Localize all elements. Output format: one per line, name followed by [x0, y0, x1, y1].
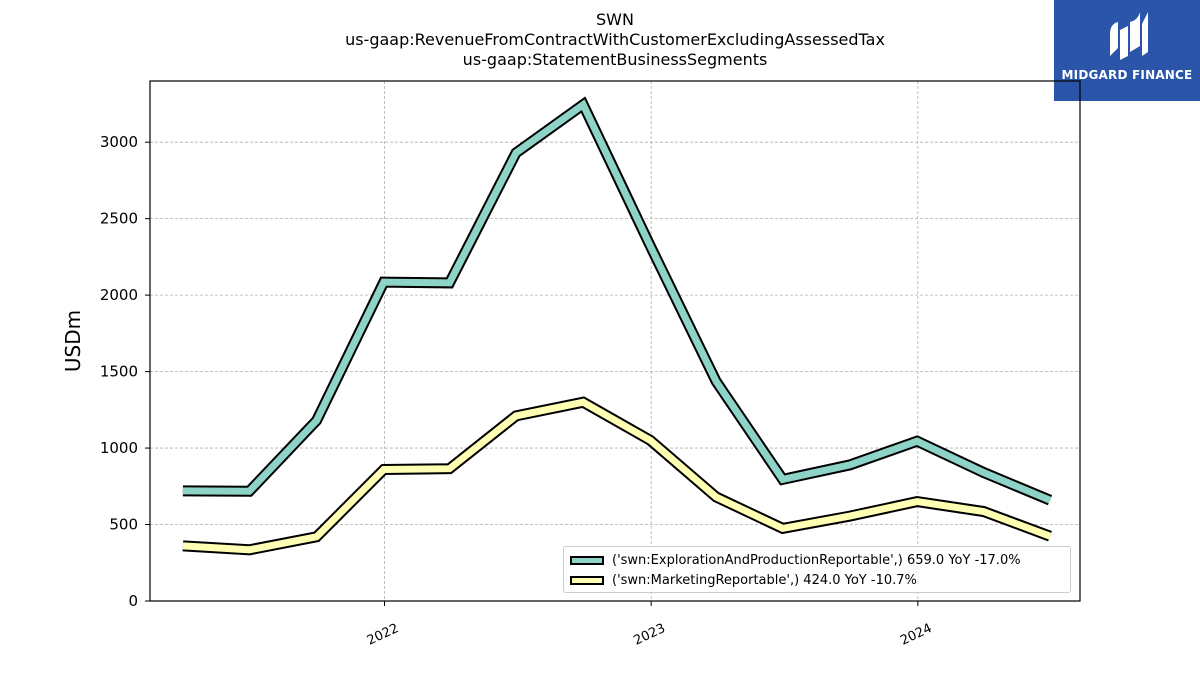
data-point-1	[916, 501, 918, 503]
data-point-1	[316, 536, 318, 538]
data-point-1	[782, 527, 784, 529]
data-point-1	[983, 511, 985, 513]
data-point-1	[248, 549, 250, 551]
legend-item-marketing: ('swn:MarketingReportable',) 424.0 YoY -…	[570, 571, 917, 589]
logo-mark-icon	[1110, 12, 1148, 60]
data-point-1	[383, 468, 385, 470]
plot-frame	[149, 80, 1081, 602]
data-point-0	[849, 464, 851, 466]
data-point-1	[849, 515, 851, 517]
legend-item-exploration: ('swn:ExplorationAndProductionReportable…	[570, 551, 1021, 569]
data-point-1	[649, 439, 651, 441]
data-point-0	[715, 381, 717, 383]
series-line-1	[182, 398, 1052, 554]
y-tick-label: 3000	[100, 133, 138, 151]
data-point-1	[1049, 535, 1051, 537]
y-tick-label: 2000	[100, 286, 138, 304]
y-tick-label: 1500	[100, 363, 138, 381]
legend: ('swn:ExplorationAndProductionReportable…	[563, 546, 1071, 593]
logo-text: MIDGARD FINANCE	[1061, 68, 1193, 82]
data-point-0	[1049, 499, 1051, 501]
data-point-0	[916, 440, 918, 442]
title-line-2: us-gaap:RevenueFromContractWithCustomerE…	[345, 30, 885, 49]
legend-swatch-marketing	[570, 575, 604, 585]
legend-label-exploration: ('swn:ExplorationAndProductionReportable…	[612, 552, 1021, 568]
y-tick-label: 0	[128, 592, 138, 610]
data-point-0	[582, 104, 584, 106]
data-point-0	[782, 478, 784, 480]
data-point-0	[649, 245, 651, 247]
title-line-3: us-gaap:StatementBusinessSegments	[462, 50, 768, 69]
legend-label-marketing: ('swn:MarketingReportable',) 424.0 YoY -…	[612, 572, 917, 588]
data-point-1	[582, 401, 584, 403]
data-point-1	[182, 545, 184, 547]
data-point-1	[449, 468, 451, 470]
y-tick-label: 2500	[100, 210, 138, 228]
data-point-0	[316, 420, 318, 422]
data-point-0	[383, 281, 385, 283]
legend-swatch-exploration	[570, 555, 604, 565]
y-tick-label: 500	[109, 516, 138, 534]
series-line-0	[182, 99, 1052, 504]
y-axis-label: USDm	[61, 310, 85, 372]
series-layer	[182, 96, 1053, 556]
data-point-1	[515, 415, 517, 417]
chart-title: SWN us-gaap:RevenueFromContractWithCusto…	[150, 10, 1080, 70]
x-tick-label: 2024	[898, 621, 934, 649]
data-point-1	[715, 496, 717, 498]
y-tick-label: 1000	[100, 439, 138, 457]
data-point-0	[515, 152, 517, 154]
data-point-0	[983, 472, 985, 474]
x-tick-label: 2023	[632, 621, 668, 649]
data-point-0	[449, 282, 451, 284]
data-point-0	[182, 490, 184, 492]
data-point-0	[248, 490, 250, 492]
x-tick-label: 2022	[365, 621, 401, 649]
midgard-finance-logo: MIDGARD FINANCE	[1054, 0, 1200, 101]
title-line-1: SWN	[596, 10, 634, 29]
